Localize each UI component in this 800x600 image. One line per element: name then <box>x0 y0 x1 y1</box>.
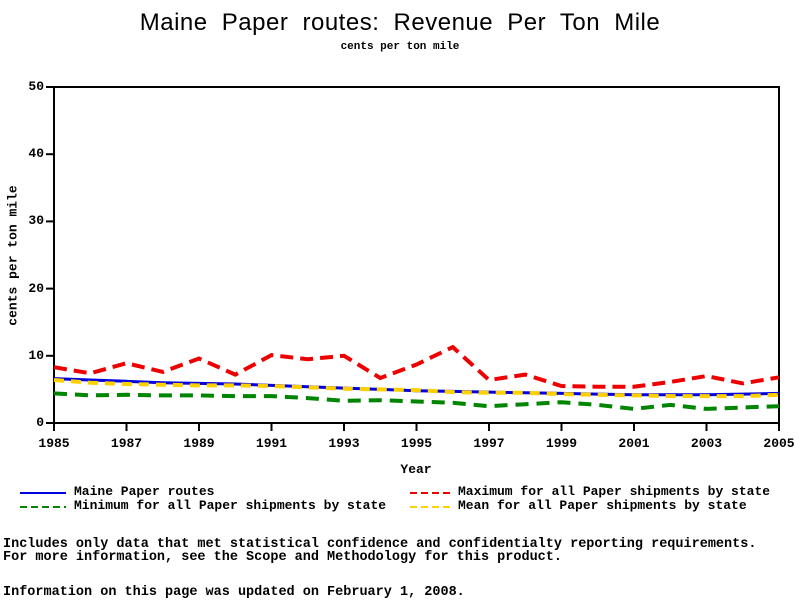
x-tick-label: 1985 <box>38 436 70 451</box>
x-tick-label: 1999 <box>545 436 578 451</box>
x-axis-title: Year <box>400 462 432 477</box>
y-axis-title: cents per ton mile <box>5 185 21 326</box>
y-tick-label: 40 <box>28 146 44 162</box>
x-tick-label: 1991 <box>255 436 288 451</box>
series-line-maximum-for-all-paper-shipments-by-state <box>53 344 780 389</box>
x-tick-label: 1987 <box>110 436 143 451</box>
legend-swatch-maximum-for-all-paper-shipments-by-state <box>410 492 450 494</box>
x-tick-label: 2003 <box>690 436 723 451</box>
plot-area <box>46 86 780 431</box>
legend-swatch-minimum-for-all-paper-shipments-by-state <box>20 506 66 508</box>
footnote-line-2: For more information, see the Scope and … <box>3 550 562 565</box>
y-tick-label: 20 <box>28 280 44 296</box>
series-line-mean-for-all-paper-shipments-by-state <box>53 378 780 399</box>
footnote-line-1: Includes only data that met statistical … <box>3 537 757 552</box>
y-tick-label: 0 <box>36 415 44 430</box>
updated-note: Information on this page was updated on … <box>3 585 465 600</box>
legend-label-minimum-for-all-paper-shipments-by-state: Minimum for all Paper shipments by state <box>74 498 387 513</box>
x-tick-label: 2005 <box>763 436 795 451</box>
legend-label-maine-paper-routes: Maine Paper routes <box>74 484 215 499</box>
page-title: Maine Paper routes: Revenue Per Ton Mile <box>139 9 661 36</box>
series-line-maine-paper-routes <box>53 377 780 397</box>
x-tick-label: 2001 <box>618 436 650 451</box>
series-line-minimum-for-all-paper-shipments-by-state <box>53 391 780 411</box>
x-tick-label: 1993 <box>328 436 360 451</box>
x-tick-label: 1995 <box>400 436 433 451</box>
legend-label-mean-for-all-paper-shipments-by-state: Mean for all Paper shipments by state <box>458 498 747 513</box>
x-tick-label: 1997 <box>473 436 505 451</box>
y-tick-label: 10 <box>28 347 44 363</box>
x-tick-label: 1989 <box>183 436 215 451</box>
y-tick-label: 50 <box>28 79 44 94</box>
y-tick-label: 30 <box>28 213 44 229</box>
legend-swatch-maine-paper-routes <box>20 492 66 494</box>
legend-label-maximum-for-all-paper-shipments-by-state: Maximum for all Paper shipments by state <box>458 484 771 499</box>
legend-swatch-mean-for-all-paper-shipments-by-state <box>410 506 450 508</box>
chart-subtitle: cents per ton mile <box>340 41 460 53</box>
